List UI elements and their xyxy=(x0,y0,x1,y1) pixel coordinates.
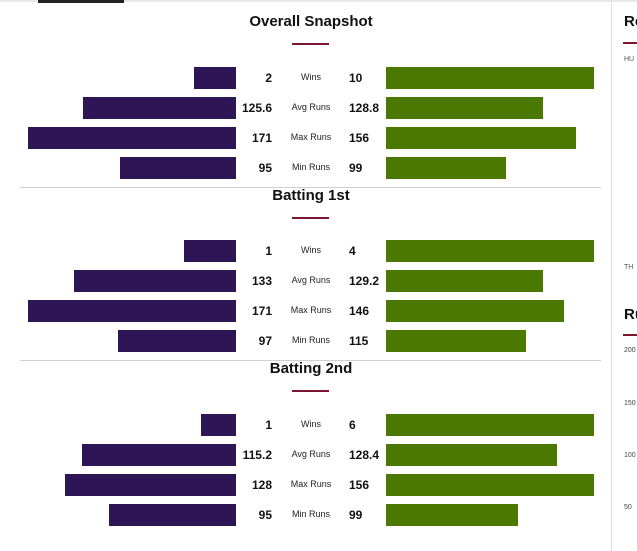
value-left-min-runs: 95 xyxy=(258,161,272,175)
chart-row-max-runs: 171 Max Runs 156 xyxy=(0,126,611,150)
chart-row-avg-runs: 133 Avg Runs 129.2 xyxy=(0,269,611,293)
bar-left-wins xyxy=(184,240,236,262)
side-label-2: TH xyxy=(624,264,634,271)
bar-right-min-runs xyxy=(386,157,507,179)
value-left-min-runs: 95 xyxy=(258,508,272,522)
value-left-avg-runs: 115.2 xyxy=(242,448,272,462)
value-right-avg-runs: 129.2 xyxy=(349,274,380,288)
chart-row-min-runs: 97 Min Runs 115 xyxy=(0,329,611,353)
value-left-max-runs: 171 xyxy=(251,304,272,318)
title-underline xyxy=(292,390,329,392)
chart-row-avg-runs: 125.6 Avg Runs 128.8 xyxy=(0,96,611,120)
metric-label-min-runs: Min Runs xyxy=(291,162,330,172)
bar-right-avg-runs xyxy=(386,444,558,466)
value-left-max-runs: 128 xyxy=(251,478,272,492)
metric-label-max-runs: Max Runs xyxy=(290,305,332,315)
side-underline xyxy=(623,334,637,336)
value-right-min-runs: 99 xyxy=(349,161,363,175)
bar-right-wins xyxy=(386,414,594,436)
value-right-avg-runs: 128.8 xyxy=(349,101,380,115)
bar-left-min-runs xyxy=(109,504,236,526)
title-underline xyxy=(292,43,329,45)
chart-row-min-runs: 95 Min Runs 99 xyxy=(0,503,611,527)
chart-row-avg-runs: 115.2 Avg Runs 128.4 xyxy=(0,443,611,467)
metric-label-wins: Wins xyxy=(301,72,321,82)
top-nav-indicator xyxy=(38,0,124,3)
value-left-wins: 1 xyxy=(265,244,272,258)
column-divider xyxy=(611,0,612,551)
value-right-wins: 10 xyxy=(349,71,363,85)
bar-right-min-runs xyxy=(386,504,518,526)
side-underline xyxy=(623,42,637,44)
side-label-1: HU xyxy=(624,56,635,63)
metric-label-max-runs: Max Runs xyxy=(290,132,332,142)
value-right-min-runs: 99 xyxy=(349,508,363,522)
value-left-avg-runs: 125.6 xyxy=(241,101,272,115)
value-right-wins: 4 xyxy=(349,244,356,258)
side-heading-2: Ru xyxy=(624,306,637,323)
bar-left-avg-runs xyxy=(74,270,236,292)
bar-right-wins xyxy=(386,240,594,262)
panel-title-batting-1st: Batting 1st xyxy=(272,187,350,204)
metric-label-wins: Wins xyxy=(301,245,321,255)
value-right-max-runs: 156 xyxy=(349,131,370,145)
bar-left-min-runs xyxy=(118,330,236,352)
metric-label-min-runs: Min Runs xyxy=(291,509,330,519)
side-axis-tick: 50 xyxy=(624,504,632,511)
metric-label-wins: Wins xyxy=(301,419,321,429)
bar-right-max-runs xyxy=(386,300,564,322)
chart-row-wins: 2 Wins 10 xyxy=(0,66,611,90)
value-right-min-runs: 115 xyxy=(349,334,369,348)
chart-row-max-runs: 128 Max Runs 156 xyxy=(0,473,611,497)
bar-left-wins xyxy=(194,67,236,89)
bar-right-min-runs xyxy=(386,330,526,352)
value-right-max-runs: 146 xyxy=(349,304,370,318)
bar-right-wins xyxy=(386,67,594,89)
metric-label-avg-runs: Avg Runs xyxy=(291,102,331,112)
value-left-max-runs: 171 xyxy=(251,131,272,145)
panel-title-overall: Overall Snapshot xyxy=(249,13,373,30)
metric-label-max-runs: Max Runs xyxy=(290,479,332,489)
chart-row-min-runs: 95 Min Runs 99 xyxy=(0,156,611,180)
side-axis-tick: 100 xyxy=(624,452,636,459)
value-right-avg-runs: 128.4 xyxy=(349,448,380,462)
bar-left-avg-runs xyxy=(83,97,236,119)
chart-row-max-runs: 171 Max Runs 146 xyxy=(0,299,611,323)
metric-label-avg-runs: Avg Runs xyxy=(291,275,331,285)
bar-left-wins xyxy=(201,414,236,436)
value-left-wins: 2 xyxy=(265,71,272,85)
metric-label-avg-runs: Avg Runs xyxy=(291,449,331,459)
side-axis-tick: 200 xyxy=(624,347,636,354)
bar-left-min-runs xyxy=(120,157,236,179)
bar-left-max-runs xyxy=(28,127,236,149)
chart-row-wins: 1 Wins 4 xyxy=(0,239,611,263)
title-underline xyxy=(292,217,329,219)
value-right-max-runs: 156 xyxy=(349,478,370,492)
bar-right-avg-runs xyxy=(386,97,543,119)
bar-right-avg-runs xyxy=(386,270,544,292)
bar-left-avg-runs xyxy=(82,444,236,466)
value-right-wins: 6 xyxy=(349,418,356,432)
bar-right-max-runs xyxy=(386,127,576,149)
chart-row-wins: 1 Wins 6 xyxy=(0,413,611,437)
value-left-min-runs: 97 xyxy=(258,334,272,348)
panel-title-batting-2nd: Batting 2nd xyxy=(269,360,353,377)
bar-right-max-runs xyxy=(386,474,594,496)
bar-left-max-runs xyxy=(28,300,236,322)
metric-label-min-runs: Min Runs xyxy=(291,335,330,345)
section-separator xyxy=(20,360,601,361)
side-axis-tick: 150 xyxy=(624,400,636,407)
side-heading-1: Re xyxy=(624,13,637,30)
section-separator xyxy=(20,187,601,188)
value-left-avg-runs: 133 xyxy=(251,274,272,288)
top-border xyxy=(0,0,637,2)
value-left-wins: 1 xyxy=(265,418,272,432)
bar-left-max-runs xyxy=(65,474,236,496)
